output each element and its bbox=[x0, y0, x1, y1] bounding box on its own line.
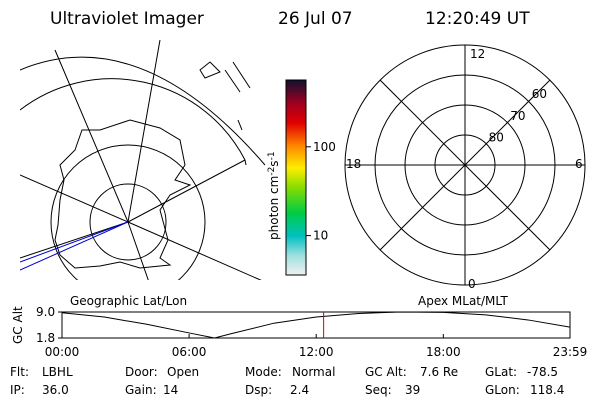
mlt-label: 0 bbox=[468, 277, 476, 291]
field-label: Door: bbox=[125, 365, 158, 379]
mlt-label: 6 bbox=[575, 157, 583, 171]
colorbar-tick-label: 10 bbox=[313, 229, 328, 243]
y-axis-label: GC Alt bbox=[11, 306, 25, 344]
field-value: Normal bbox=[292, 365, 335, 379]
lat-ring bbox=[434, 134, 496, 196]
field-label: GC Alt: bbox=[365, 365, 407, 379]
x-tick-label: 18:00 bbox=[426, 345, 461, 359]
x-tick-label: 12:00 bbox=[299, 345, 334, 359]
field-value: 118.4 bbox=[530, 383, 564, 397]
lat-label: 60 bbox=[532, 87, 547, 101]
field-label: GLat: bbox=[485, 365, 517, 379]
right-caption: Apex MLat/MLT bbox=[418, 294, 508, 308]
field-label: Gain: bbox=[125, 383, 157, 397]
unit: -1 bbox=[267, 151, 277, 160]
mlt-label: 18 bbox=[346, 157, 361, 171]
date: 26 Jul 07 bbox=[278, 9, 353, 29]
lat-label: 80 bbox=[489, 130, 504, 144]
field-value: LBHL bbox=[42, 365, 73, 379]
lat-ring bbox=[404, 104, 526, 226]
polar-plot bbox=[344, 44, 586, 286]
x-tick-label: 23:59 bbox=[553, 345, 588, 359]
time: 12:20:49 UT bbox=[425, 9, 530, 29]
field-label: Dsp: bbox=[245, 383, 272, 397]
mlt-label: 12 bbox=[470, 47, 485, 61]
field-value: 7.6 Re bbox=[420, 365, 458, 379]
colorbar-label: photon cm-2s-1 bbox=[267, 151, 281, 240]
lat-ring bbox=[374, 74, 556, 256]
field-value: -78.5 bbox=[527, 365, 558, 379]
field-value: Open bbox=[167, 365, 199, 379]
field-label: IP: bbox=[10, 383, 25, 397]
field-label: Seq: bbox=[365, 383, 392, 397]
unit: -2 bbox=[267, 167, 277, 176]
y-tick-label: 1.8 bbox=[36, 331, 55, 345]
left-caption: Geographic Lat/Lon bbox=[70, 294, 187, 308]
field-label: Flt: bbox=[10, 365, 29, 379]
colorbar bbox=[285, 79, 307, 276]
x-tick-label: 06:00 bbox=[172, 345, 207, 359]
altitude-line bbox=[61, 311, 571, 339]
field-label: GLon: bbox=[485, 383, 520, 397]
field-value: 2.4 bbox=[290, 383, 309, 397]
field-value: 36.0 bbox=[42, 383, 69, 397]
field-label: Mode: bbox=[245, 365, 282, 379]
unit: s bbox=[267, 160, 281, 166]
lat-label: 70 bbox=[510, 109, 525, 123]
title: Ultraviolet Imager bbox=[50, 9, 204, 29]
geo-map bbox=[20, 39, 266, 280]
colorbar-tick-label: 100 bbox=[313, 140, 336, 154]
field-value: 14 bbox=[163, 383, 178, 397]
x-tick-label: 00:00 bbox=[45, 345, 80, 359]
field-value: 39 bbox=[405, 383, 420, 397]
unit: photon cm bbox=[267, 176, 281, 240]
y-tick-label: 9.0 bbox=[36, 305, 55, 319]
